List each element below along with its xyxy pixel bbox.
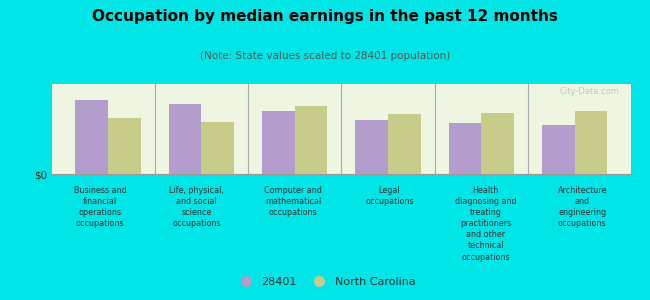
Bar [168,104,202,174]
Text: City-Data.com: City-Data.com [559,87,619,96]
Bar [202,122,234,174]
Text: Health
diagnosing and
treating
practitioners
and other
technical
occupations: Health diagnosing and treating practitio… [455,186,517,262]
Bar [262,111,294,174]
Bar [294,106,327,174]
Bar [575,111,607,174]
Bar [481,113,514,174]
Bar [388,114,421,174]
Text: (Note: State values scaled to 28401 population): (Note: State values scaled to 28401 popu… [200,51,450,61]
Text: Architecture
and
engineering
occupations: Architecture and engineering occupations [558,186,607,228]
Bar [542,124,575,174]
Text: Business and
financial
operations
occupations: Business and financial operations occupa… [74,186,127,228]
Text: Legal
occupations: Legal occupations [365,186,414,206]
Bar [108,118,140,174]
Bar [75,100,108,174]
Legend: 28401, North Carolina: 28401, North Carolina [230,273,420,291]
Bar [448,123,481,174]
Bar [356,120,388,174]
Text: Life, physical,
and social
science
occupations: Life, physical, and social science occup… [169,186,224,228]
Text: Computer and
mathematical
occupations: Computer and mathematical occupations [264,186,322,217]
Text: Occupation by median earnings in the past 12 months: Occupation by median earnings in the pas… [92,9,558,24]
